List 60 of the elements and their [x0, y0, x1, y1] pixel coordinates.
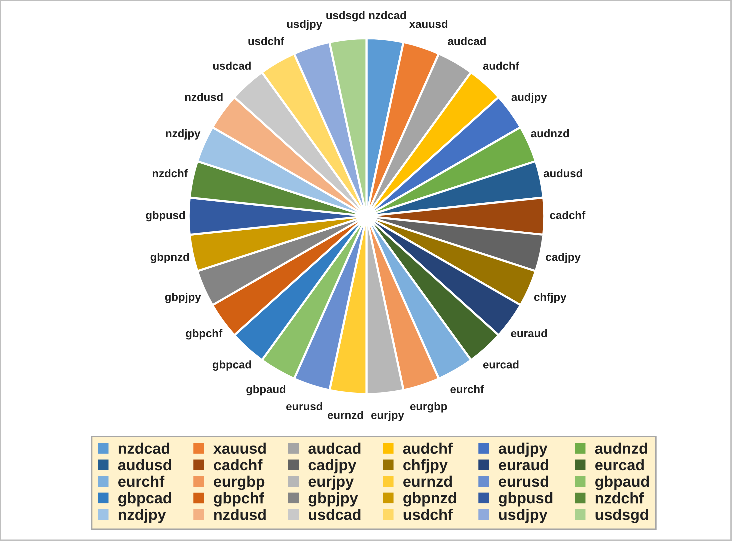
- legend-label: cadchf: [214, 459, 263, 471]
- slice-label: eurnzd: [328, 411, 364, 420]
- legend-label: eurnzd: [404, 476, 452, 488]
- slice-label: nzdusd: [185, 93, 223, 102]
- legend-label: audusd: [118, 459, 172, 471]
- slice-label: gbpjpy: [165, 292, 202, 304]
- slice-label: audcad: [448, 37, 486, 46]
- legend-label: nzdcad: [118, 442, 170, 454]
- slice-label: audchf: [483, 62, 520, 70]
- slice-label: euraud: [511, 329, 548, 338]
- slice-label: eurcad: [483, 360, 519, 369]
- slice-label: nzdchf: [152, 169, 188, 178]
- legend-label: xauusd: [214, 442, 266, 454]
- legend-label: audjpy: [498, 442, 548, 458]
- slice-label: eurchf: [450, 385, 484, 394]
- legend-label: eurusd: [499, 476, 548, 488]
- legend-label: chfjpy: [404, 459, 448, 474]
- slice-label: nzdjpy: [166, 129, 201, 140]
- legend-label: usdchf: [404, 509, 454, 520]
- legend-label: usdcad: [309, 509, 361, 520]
- slice-label: gbpaud: [246, 385, 286, 396]
- legend-label: cadjpy: [308, 459, 357, 474]
- legend-label: gbpnzd: [404, 492, 456, 507]
- slice-label: xauusd: [409, 20, 448, 28]
- slice-label: gbpnzd: [150, 252, 190, 264]
- legend-label: eurchf: [118, 476, 165, 488]
- legend-label: euraud: [499, 459, 548, 471]
- legend-label: nzdusd: [214, 509, 266, 520]
- slice-label: eurgbp: [410, 402, 448, 413]
- category-label: eurusd: [286, 402, 322, 411]
- legend-label: nzdjpy: [118, 509, 166, 524]
- slice-label: cadjpy: [546, 253, 581, 264]
- slice-label: gbpusd: [146, 211, 186, 222]
- slice-label: usdcad: [213, 62, 251, 70]
- slice-label: cadchf: [550, 211, 586, 220]
- slice-label: audjpy: [512, 93, 548, 104]
- legend-label: audcad: [308, 442, 361, 454]
- slice-label: usdjpy: [287, 20, 322, 30]
- category-label: nzdcad: [369, 11, 406, 20]
- slice-label: gbpchf: [186, 329, 223, 340]
- slice-label: usdchf: [248, 37, 284, 46]
- legend-label: gbpaud: [596, 476, 650, 490]
- legend-label: eurcad: [595, 459, 644, 471]
- legend-label: gbpchf: [214, 492, 264, 507]
- slice-label: eurjpy: [372, 411, 404, 422]
- legend-label: eurjpy: [308, 476, 354, 490]
- legend-label: usdsgd: [596, 509, 648, 524]
- legend-label: gbpjpy: [308, 492, 358, 507]
- legend-label: gbpcad: [118, 492, 172, 507]
- slice-label: usdsgd: [326, 11, 365, 22]
- legend-label: audchf: [403, 442, 454, 454]
- slice-label: audnzd: [531, 129, 570, 138]
- slice-label: chfjpy: [534, 292, 567, 304]
- legend-label: usdjpy: [499, 509, 548, 524]
- legend-label: gbpusd: [499, 492, 553, 507]
- slice-label: audusd: [544, 169, 582, 178]
- slice-label: gbpcad: [212, 360, 252, 371]
- legend-label: eurgbp: [214, 476, 265, 490]
- legend-label: audnzd: [595, 442, 648, 454]
- legend-label: nzdchf: [596, 492, 644, 504]
